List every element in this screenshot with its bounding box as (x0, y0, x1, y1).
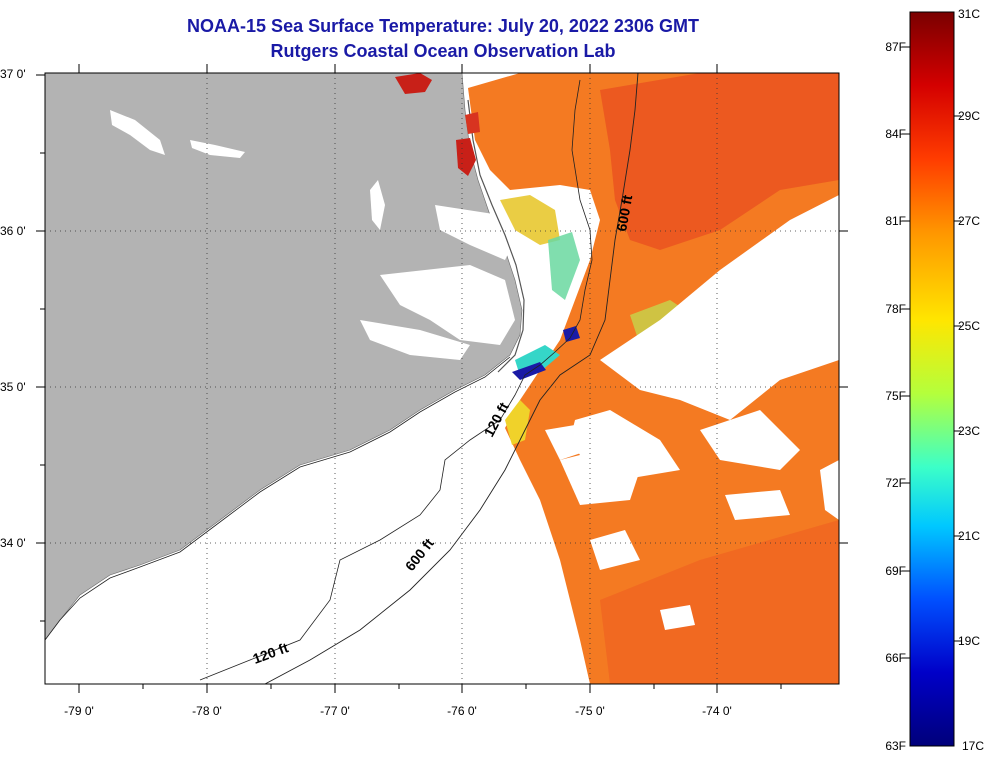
inland-waters (110, 110, 515, 360)
c-label: 23C (958, 424, 980, 438)
lon-label: -79 0' (64, 704, 94, 718)
outer-banks (467, 99, 525, 373)
lon-label: -75 0' (575, 704, 605, 718)
sst-green-edge (505, 400, 530, 445)
f-label: 87F (885, 40, 906, 54)
sst-warm-band (600, 73, 839, 250)
map-subtitle: Rutgers Coastal Ocean Observation Lab (270, 41, 616, 61)
land-north-carolina (45, 73, 523, 641)
c-label: 21C (958, 529, 980, 543)
c-label: 19C (958, 634, 980, 648)
c-label: 27C (958, 214, 980, 228)
c-label: 29C (958, 109, 980, 123)
lon-label: -74 0' (702, 704, 732, 718)
f-label: 81F (885, 214, 906, 228)
longitude-labels: -79 0' -78 0' -77 0' -76 0' -75 0' -74 0… (64, 704, 732, 718)
sst-hot-patch (395, 73, 432, 94)
colorbar-ticks (902, 46, 961, 659)
colorbar-celsius-labels: 31C 29C 27C 25C 23C 21C 19C 17C (958, 7, 984, 753)
sst-yellow-patch (500, 195, 560, 245)
lon-label: -77 0' (320, 704, 350, 718)
f-label: 63F (885, 739, 906, 753)
f-label: 72F (885, 476, 906, 490)
f-label: 66F (885, 651, 906, 665)
f-label: 84F (885, 127, 906, 141)
sst-hot-patch-3 (465, 112, 480, 134)
f-label: 75F (885, 389, 906, 403)
frame-ticks (36, 64, 848, 693)
lat-label: 37 0' (0, 67, 26, 81)
lon-label: -78 0' (192, 704, 222, 718)
lat-label: 36 0' (0, 224, 26, 238)
sst-cold-spot-2 (563, 326, 580, 342)
contour-label-600ft: 600 ft (613, 193, 635, 232)
c-label: 25C (958, 319, 980, 333)
map-frame (44, 72, 840, 685)
lat-label: 34 0' (0, 536, 26, 550)
sst-warm-band-south (600, 520, 839, 684)
sst-hot-patch-2 (456, 138, 476, 176)
f-label: 78F (885, 302, 906, 316)
isobath-120ft (199, 79, 593, 681)
isobath-600ft (264, 73, 639, 684)
c-label: 17C (962, 739, 984, 753)
colorbar-fahrenheit-labels: 87F 84F 81F 78F 75F 72F 69F 66F 63F (885, 40, 906, 753)
lat-label: 35 0' (0, 380, 26, 394)
coastline (45, 356, 511, 641)
lon-label: -76 0' (447, 704, 477, 718)
latitude-labels: 37 0' 36 0' 35 0' 34 0' (0, 67, 26, 550)
colorbar (909, 11, 955, 747)
map-title: NOAA-15 Sea Surface Temperature: July 20… (187, 16, 699, 36)
graticule (45, 73, 839, 684)
cloud-gaps (545, 195, 839, 630)
f-label: 69F (885, 564, 906, 578)
c-label: 31C (958, 7, 980, 21)
sst-cool-filament-2 (548, 232, 580, 300)
